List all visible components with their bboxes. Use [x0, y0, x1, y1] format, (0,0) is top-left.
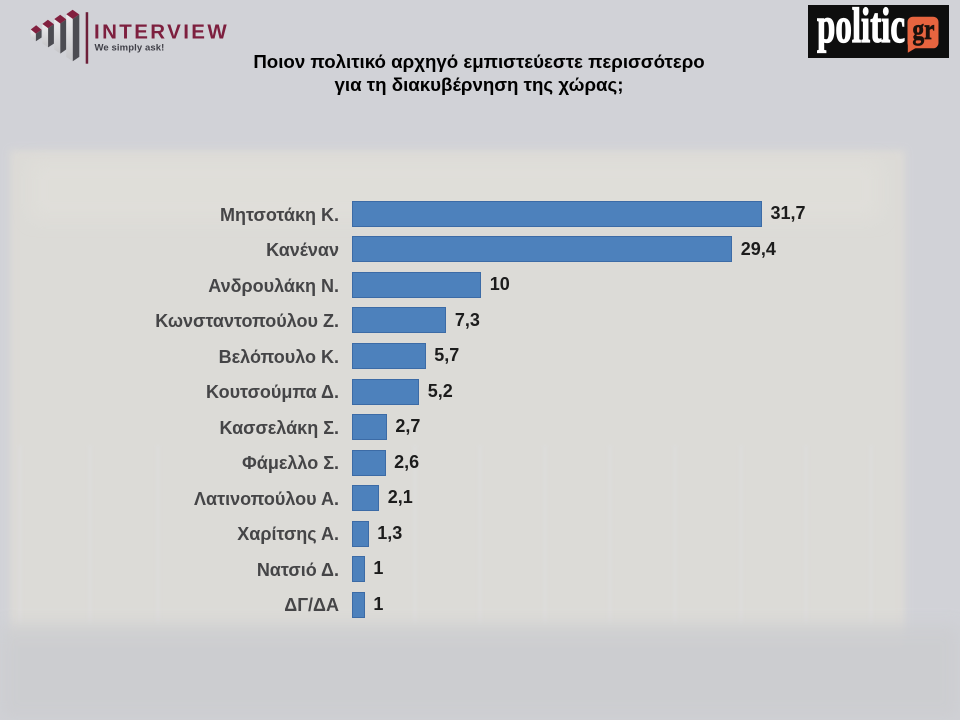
svg-text:gr: gr — [913, 13, 935, 46]
svg-text:We simply ask!: We simply ask! — [95, 43, 165, 54]
svg-text:politic: politic — [817, 5, 905, 53]
svg-text:INTERVIEW: INTERVIEW — [94, 21, 229, 44]
